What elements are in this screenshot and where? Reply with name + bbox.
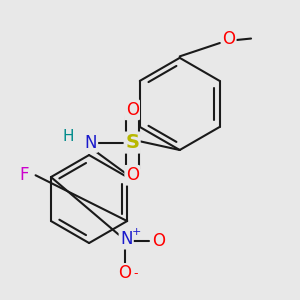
Text: O: O [118,264,131,282]
Text: N: N [84,134,97,152]
Text: O: O [126,101,139,119]
Text: N: N [120,230,133,248]
Text: O: O [126,166,139,184]
Text: S: S [125,133,139,152]
Text: H: H [62,129,74,144]
Text: -: - [133,267,137,280]
Text: F: F [19,166,28,184]
Text: O: O [152,232,165,250]
Text: +: + [131,227,141,237]
Text: O: O [222,29,235,47]
